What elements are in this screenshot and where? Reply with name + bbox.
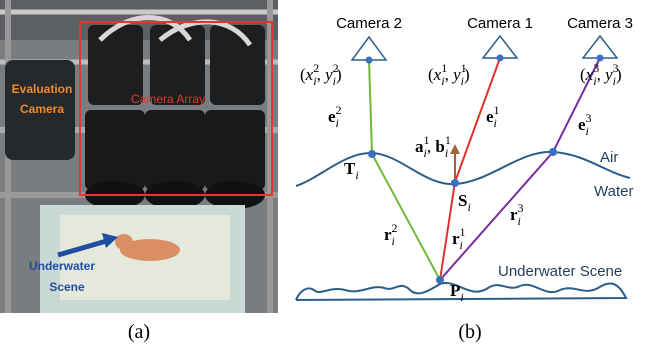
math-sup: 3 <box>518 201 524 215</box>
label: Camera 2 <box>336 15 402 32</box>
math-sub: i <box>467 200 470 214</box>
math-sub: i <box>586 124 589 138</box>
math-label: Pi <box>450 281 464 304</box>
math-sub: i <box>445 146 448 160</box>
math-sup: 1 <box>460 225 466 239</box>
math-base: y <box>323 65 333 84</box>
math-sup: 1 <box>494 103 500 117</box>
label: Camera 1 <box>467 15 533 32</box>
label: Camera <box>20 102 64 116</box>
label: Scene <box>49 280 85 294</box>
label: Camera Array <box>131 92 205 106</box>
math-text: , <box>427 137 436 156</box>
math-sup: 1 <box>445 133 451 147</box>
math-sub: i <box>355 168 358 182</box>
math-text: ) <box>336 65 342 84</box>
math-sub: i <box>494 116 497 130</box>
math-text: , <box>597 65 606 84</box>
math-base: S <box>458 191 467 210</box>
label: Underwater Scene <box>498 263 622 280</box>
math-sub: i <box>336 116 339 130</box>
math-sub: i <box>460 290 463 304</box>
math-base: y <box>603 65 613 84</box>
label: Camera 3 <box>567 15 633 32</box>
caption: (a) <box>128 321 150 343</box>
figure: Evaluation Camera Camera Array Underwate… <box>0 0 656 349</box>
math-sup: 2 <box>336 103 342 117</box>
label: Air <box>600 149 618 166</box>
math-base: b <box>435 137 444 156</box>
math-text: , <box>317 65 326 84</box>
caption: (b) <box>458 321 481 343</box>
math-base: y <box>451 65 461 84</box>
label: Water <box>594 183 633 200</box>
math-sub: i <box>460 238 463 252</box>
label: Evaluation <box>12 82 73 96</box>
math-text: , <box>445 65 454 84</box>
math-label: Ti <box>344 159 359 182</box>
math-text: ) <box>464 65 470 84</box>
label: Underwater <box>29 259 95 273</box>
math-sub: i <box>392 234 395 248</box>
math-sup: 2 <box>392 221 398 235</box>
math-base: P <box>450 281 460 300</box>
math-base: T <box>344 159 356 178</box>
math-sup: 3 <box>586 111 592 125</box>
math-label: Si <box>458 191 471 214</box>
math-sub: i <box>518 214 521 228</box>
math-text: ) <box>616 65 622 84</box>
